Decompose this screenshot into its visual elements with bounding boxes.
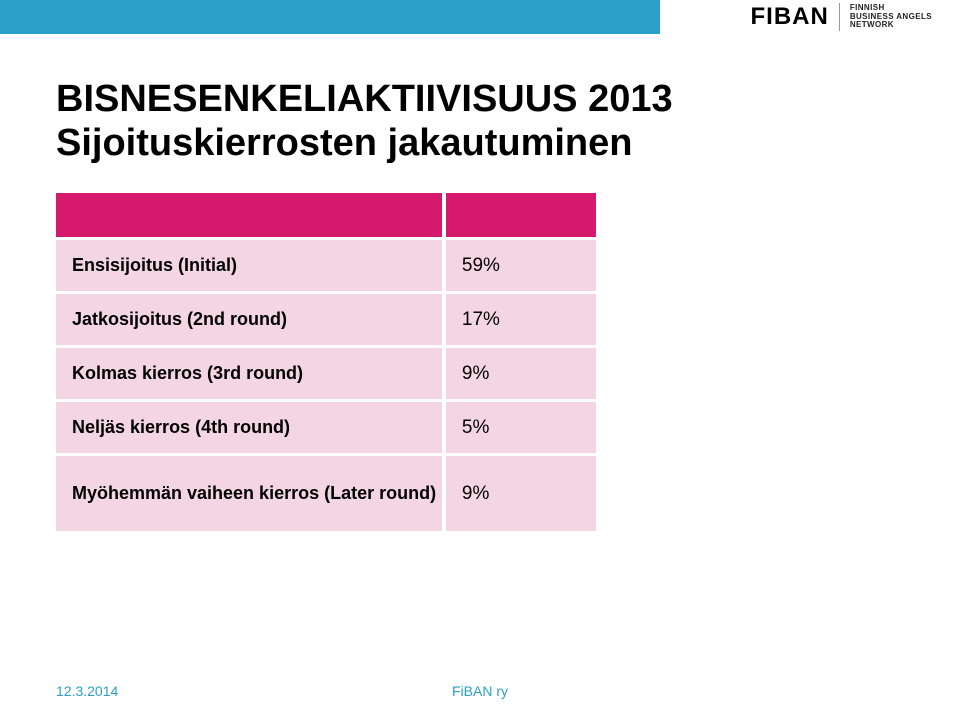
row-value: 59% xyxy=(446,237,596,291)
top-bar: FIBAN FINNISH BUSINESS ANGELS NETWORK xyxy=(0,0,960,34)
footer-org: FiBAN ry xyxy=(452,683,508,699)
slide-title: BISNESENKELIAKTIIVISUUS 2013 xyxy=(56,78,904,122)
slide-footer: 12.3.2014 FiBAN ry xyxy=(0,683,960,699)
row-label: Ensisijoitus (Initial) xyxy=(56,237,442,291)
row-label: Neljäs kierros (4th round) xyxy=(56,399,442,453)
logo-area: FIBAN FINNISH BUSINESS ANGELS NETWORK xyxy=(660,0,960,34)
table-header xyxy=(56,193,596,237)
row-label: Jatkosijoitus (2nd round) xyxy=(56,291,442,345)
row-label: Myöhemmän vaiheen kierros (Later round) xyxy=(56,453,442,531)
table-header-left xyxy=(56,193,442,237)
table-row: Ensisijoitus (Initial) 59% xyxy=(56,237,596,291)
table-row: Kolmas kierros (3rd round) 9% xyxy=(56,345,596,399)
logo-text: FIBAN xyxy=(751,3,829,31)
table-row: Jatkosijoitus (2nd round) 17% xyxy=(56,291,596,345)
slide-subtitle: Sijoituskierrosten jakautuminen xyxy=(56,122,904,166)
table-row: Neljäs kierros (4th round) 5% xyxy=(56,399,596,453)
table-row: Myöhemmän vaiheen kierros (Later round) … xyxy=(56,453,596,531)
logo-sub-line3: NETWORK xyxy=(850,21,932,30)
footer-date: 12.3.2014 xyxy=(56,683,118,699)
logo-divider xyxy=(839,3,840,31)
slide-content: BISNESENKELIAKTIIVISUUS 2013 Sijoituskie… xyxy=(0,34,960,531)
row-value: 9% xyxy=(446,453,596,531)
logo-wrap: FIBAN FINNISH BUSINESS ANGELS NETWORK xyxy=(751,3,933,31)
row-value: 9% xyxy=(446,345,596,399)
row-label: Kolmas kierros (3rd round) xyxy=(56,345,442,399)
row-value: 5% xyxy=(446,399,596,453)
row-value: 17% xyxy=(446,291,596,345)
logo-subtext: FINNISH BUSINESS ANGELS NETWORK xyxy=(850,4,932,30)
table-header-right xyxy=(446,193,596,237)
distribution-table: Ensisijoitus (Initial) 59% Jatkosijoitus… xyxy=(56,193,596,531)
